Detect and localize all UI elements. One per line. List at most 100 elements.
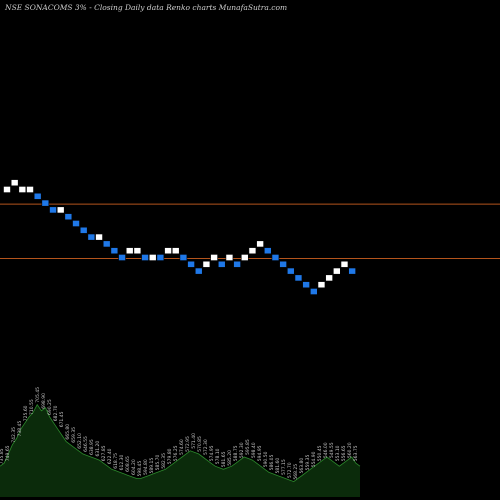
renko-brick-down bbox=[49, 206, 57, 214]
volume-label: 598.40 bbox=[251, 442, 257, 458]
renko-brick-up bbox=[325, 274, 333, 282]
volume-label: 631.20 bbox=[95, 441, 101, 457]
volume-label: 710.55 bbox=[29, 399, 35, 415]
renko-brick-down bbox=[72, 220, 80, 227]
renko-brick-up bbox=[164, 247, 172, 255]
volume-label: 546.00 bbox=[323, 442, 329, 458]
renko-brick-up bbox=[56, 206, 65, 214]
renko-brick-up bbox=[256, 240, 264, 248]
renko-brick-down bbox=[187, 260, 195, 268]
volume-label: 560.20 bbox=[347, 442, 353, 458]
volume-label: 570.85 bbox=[197, 436, 203, 452]
renko-brick-down bbox=[102, 240, 111, 248]
volume-label: 622.40 bbox=[107, 448, 113, 464]
volume-label: 572.30 bbox=[203, 439, 209, 455]
volume-label: 579.80 bbox=[167, 448, 173, 464]
volume-label: 549.55 bbox=[329, 442, 335, 458]
volume-area bbox=[0, 404, 360, 497]
renko-brick-up bbox=[333, 267, 341, 275]
renko-brick-down bbox=[156, 254, 165, 261]
renko-brick-up bbox=[240, 254, 249, 261]
volume-label: 571.40 bbox=[191, 433, 197, 449]
volume-label: 578.10 bbox=[215, 448, 221, 464]
renko-brick-up bbox=[95, 233, 103, 241]
volume-label: 705.45 bbox=[35, 387, 41, 403]
renko-brick-down bbox=[79, 226, 88, 234]
volume-label: 586.05 bbox=[269, 455, 275, 471]
volume-label: 738.45 bbox=[17, 421, 23, 437]
volume-label: 553.10 bbox=[335, 445, 341, 461]
renko-brick-down bbox=[309, 288, 318, 295]
volume-label: 698.90 bbox=[41, 393, 47, 409]
volume-label: 550.45 bbox=[317, 445, 323, 461]
volume-label: 592.30 bbox=[239, 442, 245, 458]
renko-brick-down bbox=[179, 254, 188, 261]
volume-label: 725.60 bbox=[23, 405, 29, 421]
renko-brick-down bbox=[348, 267, 356, 275]
renko-brick-down bbox=[286, 267, 295, 275]
volume-label: 652.10 bbox=[77, 433, 83, 449]
volume-label: 577.15 bbox=[281, 459, 287, 475]
renko-brick-down bbox=[194, 267, 203, 275]
renko-brick-up bbox=[10, 179, 19, 187]
volume-label: 735.85 bbox=[0, 448, 5, 464]
volume-label: 594.80 bbox=[143, 459, 149, 475]
volume-label: 563.75 bbox=[353, 445, 359, 461]
volume-label: 581.65 bbox=[221, 451, 227, 467]
volume-label: 554.90 bbox=[311, 451, 317, 467]
renko-brick-up bbox=[133, 247, 142, 255]
renko-brick-down bbox=[233, 260, 241, 268]
volume-label: 598.45 bbox=[137, 461, 143, 477]
renko-brick-up bbox=[148, 254, 157, 261]
volume-label: 638.95 bbox=[89, 439, 95, 455]
renko-brick-down bbox=[279, 260, 287, 268]
renko-brick-down bbox=[118, 254, 126, 261]
renko-brick-up bbox=[18, 186, 27, 193]
chart-title: NSE SONACOMS 3% - Closing Daily data Ren… bbox=[5, 3, 288, 12]
renko-brick-up bbox=[225, 254, 234, 261]
volume-label: 627.85 bbox=[101, 445, 107, 461]
renko-brick-up bbox=[3, 186, 11, 193]
volume-label: 659.35 bbox=[71, 427, 77, 443]
volume-label: 608.65 bbox=[125, 456, 131, 472]
renko-brick-up bbox=[171, 247, 180, 255]
renko-brick-down bbox=[41, 199, 50, 207]
renko-brick-down bbox=[302, 281, 310, 289]
volume-label: 572.95 bbox=[185, 436, 191, 452]
renko-brick-up bbox=[210, 254, 218, 261]
renko-brick-up bbox=[26, 186, 34, 193]
renko-brick-down bbox=[110, 247, 119, 255]
volume-label: 568.25 bbox=[293, 464, 299, 480]
renko-brick-down bbox=[64, 213, 73, 221]
volume-label: 585.70 bbox=[155, 455, 161, 471]
volume-label: 574.95 bbox=[209, 445, 215, 461]
renko-brick-up bbox=[125, 247, 134, 255]
volume-label: 618.75 bbox=[113, 453, 119, 469]
renko-brick-down bbox=[217, 260, 226, 268]
volume-label: 595.85 bbox=[245, 439, 251, 455]
volume-label: 671.45 bbox=[59, 411, 65, 427]
volume-label: 589.15 bbox=[149, 458, 155, 474]
volume-label: 682.70 bbox=[53, 405, 59, 421]
volume-label: 742.35 bbox=[11, 427, 17, 443]
renko-brick-down bbox=[87, 233, 96, 241]
volume-label: 590.50 bbox=[263, 451, 269, 467]
renko-brick-down bbox=[33, 192, 42, 200]
renko-brick-up bbox=[340, 260, 349, 268]
volume-label: 559.35 bbox=[305, 455, 311, 471]
volume-line bbox=[0, 403, 361, 483]
volume-label: 646.55 bbox=[83, 436, 89, 452]
volume-label: 612.30 bbox=[119, 455, 125, 471]
renko-brick-down bbox=[271, 254, 280, 261]
volume-label: 749.65 bbox=[5, 445, 11, 461]
volume-label: 690.25 bbox=[47, 399, 53, 415]
volume-label: 572.70 bbox=[287, 462, 293, 478]
renko-brick-up bbox=[248, 247, 257, 255]
volume-label: 563.80 bbox=[299, 458, 305, 474]
renko-brick-down bbox=[294, 274, 303, 282]
renko-brick-up bbox=[202, 260, 211, 268]
volume-label: 665.80 bbox=[65, 424, 71, 440]
volume-label: 556.65 bbox=[341, 445, 347, 461]
